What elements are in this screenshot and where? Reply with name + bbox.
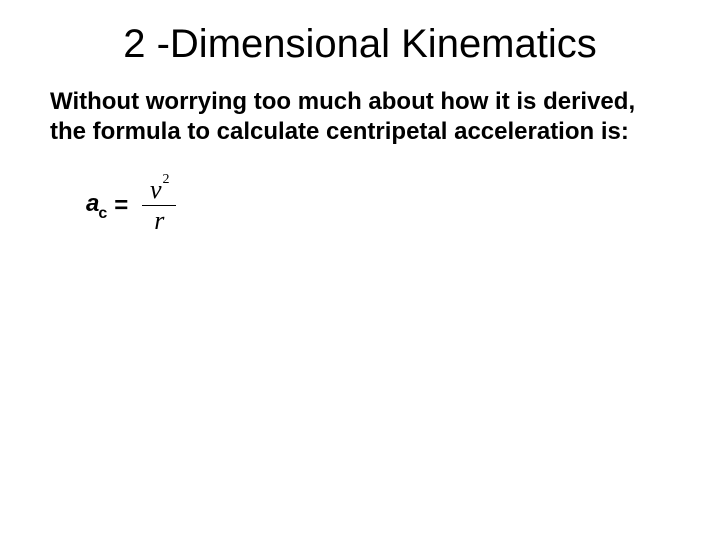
formula-denominator: r bbox=[150, 206, 168, 234]
formula-fraction: v2 r bbox=[142, 177, 176, 234]
formula-lhs: ac bbox=[86, 190, 108, 222]
formula-numerator: v2 bbox=[146, 177, 173, 205]
slide-title: 2 -Dimensional Kinematics bbox=[50, 22, 670, 67]
formula-lhs-subscript: c bbox=[98, 205, 107, 222]
slide: 2 -Dimensional Kinematics Without worryi… bbox=[0, 0, 720, 540]
numerator-exponent: 2 bbox=[163, 173, 170, 187]
equals-sign: = bbox=[114, 192, 128, 220]
intro-paragraph: Without worrying too much about how it i… bbox=[50, 87, 670, 147]
numerator-var: v bbox=[150, 177, 162, 203]
formula: ac = v2 r bbox=[86, 177, 670, 234]
